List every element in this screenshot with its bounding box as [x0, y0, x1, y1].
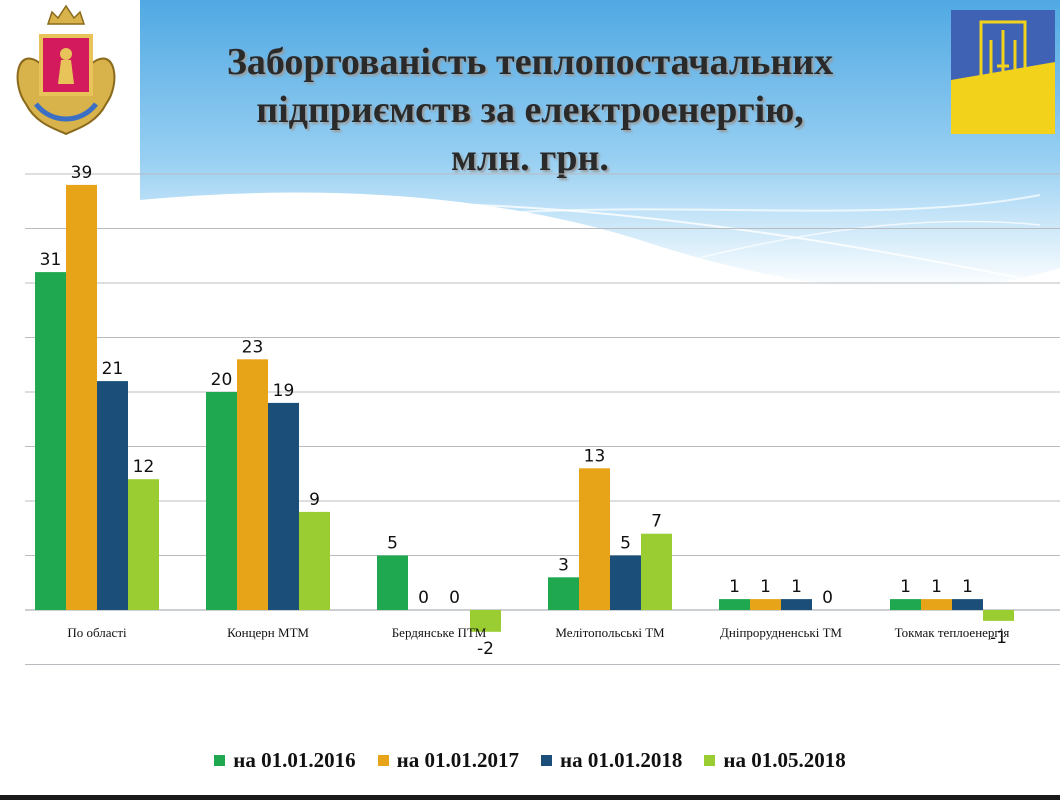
data-label: 31: [40, 250, 62, 270]
data-label: 20: [211, 370, 233, 390]
legend-item: на 01.05.2018: [704, 748, 846, 773]
data-label: 1: [791, 577, 802, 597]
x-tick-label: Дніпрорудненські ТМ: [720, 625, 842, 640]
legend-swatch: [704, 755, 716, 766]
legend-item: на 01.01.2018: [541, 748, 682, 773]
bar: [610, 555, 641, 610]
data-label: 0: [822, 588, 833, 608]
bar: [781, 599, 812, 610]
x-tick-label: Концерн МТМ: [227, 625, 309, 640]
legend-swatch: [377, 755, 389, 766]
x-tick-label: По області: [67, 625, 127, 640]
data-label: 19: [273, 381, 295, 401]
legend-label: на 01.01.2016: [233, 748, 356, 772]
bar: [921, 599, 952, 610]
chart-title-line-1: Заборгованість теплопостачальних: [226, 41, 834, 83]
legend-label: на 01.01.2018: [560, 748, 683, 772]
legend-label: на 01.05.2018: [723, 748, 846, 772]
ukraine-emblem: [951, 10, 1055, 134]
data-label: -1: [990, 628, 1007, 648]
bar: [983, 610, 1014, 621]
bar: [377, 555, 408, 610]
wave-line: [379, 194, 1041, 226]
data-label: 13: [584, 446, 606, 466]
data-label: 0: [449, 588, 460, 608]
bottom-rule: [0, 795, 1060, 800]
oblast-emblem: [16, 4, 116, 136]
bar: [719, 599, 750, 610]
data-label: 1: [760, 577, 771, 597]
data-label: 1: [900, 577, 911, 597]
data-label: -2: [477, 639, 494, 659]
data-label: 1: [962, 577, 973, 597]
bar: [470, 610, 501, 632]
data-label: 12: [133, 457, 155, 477]
data-label: 7: [651, 512, 662, 532]
data-label: 39: [71, 163, 93, 183]
bar: [206, 392, 237, 610]
data-label: 1: [931, 577, 942, 597]
x-tick-label: Токмак теплоенергія: [895, 625, 1010, 640]
chart-title-line-2: підприємств за електроенергію,: [256, 89, 804, 131]
chart-legend: на 01.01.2016 на 01.01.2017 на 01.01.2018 н…: [0, 748, 1060, 773]
header-wave: [140, 0, 1060, 290]
bar: [237, 359, 268, 610]
data-label: 9: [309, 490, 320, 510]
bar: [97, 381, 128, 610]
data-label: 21: [102, 359, 124, 379]
legend-swatch: [541, 755, 552, 766]
bar: [890, 599, 921, 610]
chart-title-line-3: млн. грн.: [451, 137, 609, 179]
bar: [548, 577, 579, 610]
legend-label: на 01.01.2017: [396, 748, 519, 772]
x-tick-label: Мелітопольські ТМ: [555, 625, 665, 640]
bar: [299, 511, 330, 610]
legend-item: на 01.01.2017: [377, 748, 519, 773]
bar: [641, 533, 672, 610]
bar: [579, 468, 610, 610]
data-label: 3: [558, 555, 569, 575]
bar: [952, 599, 983, 610]
legend-swatch: [214, 755, 226, 766]
legend-item: на 01.01.2016: [214, 748, 356, 773]
data-label: 1: [729, 577, 740, 597]
bar: [268, 402, 299, 610]
bar: [66, 184, 97, 610]
bar: [750, 599, 781, 610]
bar: [35, 272, 66, 610]
data-label: 0: [418, 588, 429, 608]
wave-line: [149, 201, 1041, 283]
data-label: 5: [387, 534, 398, 554]
data-label: 23: [242, 337, 264, 357]
x-tick-label: Бердянське ПТМ: [392, 625, 487, 640]
bar: [128, 479, 159, 610]
wave-line: [659, 220, 1041, 269]
data-label: 5: [620, 534, 631, 554]
